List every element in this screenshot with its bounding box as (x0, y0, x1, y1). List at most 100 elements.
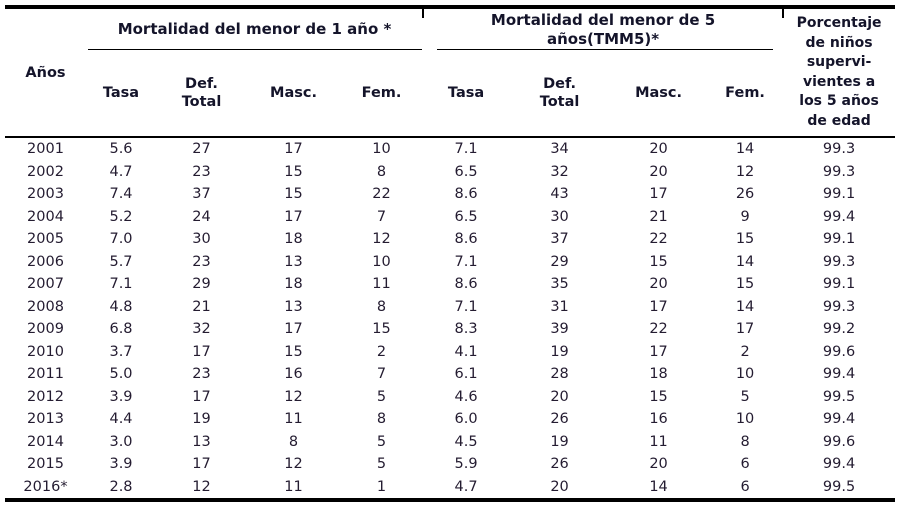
value-cell: 15 (735, 231, 755, 247)
value-cell: 10 (372, 141, 391, 157)
value-cell: 17 (192, 388, 211, 405)
value-cell: 34 (550, 141, 569, 157)
value-cell: 17 (284, 141, 303, 157)
value-cell: 4.6 (454, 388, 478, 405)
value-cell: 15 (284, 163, 303, 180)
mortality-table: Años Mortalidad del menor de 1 año * Mor… (5, 5, 896, 502)
year-cell: 2012 (27, 388, 64, 405)
value-cell: 3.9 (109, 388, 133, 405)
table-row: 2013 4.4 19 11 8 6.0 26 16 10 99.4 (5, 408, 895, 431)
value-cell: 4.4 (109, 411, 133, 427)
year-cell: 2011 (27, 366, 64, 382)
value-cell: 15 (649, 388, 668, 405)
value-cell: 17 (284, 208, 303, 225)
value-cell: 6.5 (454, 208, 478, 225)
value-cell: 10 (372, 253, 391, 270)
survivors-percentage-column-header: Porcentaje de niños supervi- vientes a l… (782, 7, 896, 138)
value-cell: 99.5 (822, 478, 856, 495)
value-cell: 15 (649, 253, 668, 270)
table-row: 2008 4.8 21 13 8 7.1 31 17 14 99.3 (5, 296, 895, 319)
value-cell: 26 (550, 456, 569, 472)
value-cell: 6.1 (454, 366, 478, 382)
value-cell: 37 (550, 231, 569, 247)
value-cell: 8 (376, 411, 387, 427)
value-cell: 14 (735, 298, 755, 315)
value-cell: 99.5 (822, 388, 856, 405)
year-cell: 2013 (27, 411, 64, 427)
value-cell: 2.8 (109, 478, 133, 495)
value-cell: 15 (284, 186, 303, 202)
year-cell: 2002 (27, 163, 64, 180)
value-cell: 43 (550, 186, 569, 202)
value-cell: 30 (550, 208, 569, 225)
year-cell: 2009 (27, 321, 64, 337)
value-cell: 19 (550, 433, 569, 450)
year-cell: 2015 (27, 456, 64, 472)
value-cell: 6 (740, 456, 750, 472)
value-cell: 16 (649, 411, 668, 427)
table-row: 2002 4.7 23 15 8 6.5 32 20 12 99.3 (5, 161, 895, 184)
year-cell: 2016* (23, 478, 68, 495)
value-cell: 7.0 (109, 231, 133, 247)
value-cell: 8 (288, 433, 299, 450)
value-cell: 23 (192, 366, 211, 382)
table-header: Años Mortalidad del menor de 1 año * Mor… (5, 7, 896, 138)
value-cell: 26 (735, 186, 755, 202)
value-cell: 4.5 (454, 433, 478, 450)
value-cell: 8 (376, 163, 387, 180)
value-cell: 12 (284, 388, 303, 405)
value-cell: 99.4 (822, 208, 856, 225)
table-row: 2011 5.0 23 16 7 6.1 28 18 10 99.4 (5, 363, 895, 386)
value-cell: 21 (649, 208, 668, 225)
years-column-header: Años (5, 7, 86, 138)
value-cell: 5 (376, 433, 387, 450)
value-cell: 4.1 (454, 343, 478, 360)
value-cell: 99.3 (822, 163, 856, 180)
value-cell: 12 (284, 456, 303, 472)
value-cell: 14 (649, 478, 668, 495)
value-cell: 5.0 (109, 366, 133, 382)
value-cell: 99.1 (822, 186, 856, 202)
value-cell: 18 (284, 276, 303, 292)
year-cell: 2007 (27, 276, 64, 292)
value-cell: 7 (376, 208, 387, 225)
year-cell: 2003 (27, 186, 64, 202)
table-row: 2015 3.9 17 12 5 5.9 26 20 6 99.4 (5, 453, 895, 476)
value-cell: 8.3 (454, 321, 478, 337)
group-header-under-5-years: Mortalidad del menor de 5 años(TMM5)* (422, 7, 783, 50)
value-cell: 14 (735, 141, 755, 157)
value-cell: 99.1 (822, 276, 856, 292)
table-row: 2004 5.2 24 17 7 6.5 30 21 9 99.4 (5, 206, 895, 229)
group-header-under-1-year: Mortalidad del menor de 1 año * (86, 7, 423, 50)
value-cell: 6.8 (109, 321, 133, 337)
value-cell: 6 (740, 478, 750, 495)
value-cell: 4.8 (109, 298, 133, 315)
value-cell: 17 (649, 343, 668, 360)
mortality-table-body: 2001 5.6 27 17 10 7.1 34 20 14 99.3 2002 4.7 23 15 8 6.… (5, 137, 895, 500)
value-cell: 12 (192, 478, 211, 495)
value-cell: 6.0 (454, 411, 478, 427)
value-cell: 31 (550, 298, 569, 315)
value-cell: 17 (649, 298, 668, 315)
value-cell: 26 (550, 411, 569, 427)
value-cell: 99.4 (822, 456, 856, 472)
value-cell: 29 (192, 276, 211, 292)
value-cell: 17 (192, 456, 211, 472)
value-cell: 6.5 (454, 163, 478, 180)
value-cell: 17 (192, 343, 211, 360)
value-cell: 5.6 (109, 141, 133, 157)
value-cell: 12 (735, 163, 755, 180)
value-cell: 20 (649, 276, 668, 292)
value-cell: 7 (376, 366, 387, 382)
value-cell: 32 (550, 163, 569, 180)
value-cell: 5 (376, 388, 387, 405)
value-cell: 99.3 (822, 141, 856, 157)
value-cell: 10 (735, 366, 755, 382)
value-cell: 99.4 (822, 366, 856, 382)
value-cell: 13 (284, 253, 303, 270)
value-cell: 23 (192, 163, 211, 180)
value-cell: 2 (376, 343, 387, 360)
value-cell: 37 (192, 186, 211, 202)
value-cell: 19 (550, 343, 569, 360)
value-cell: 5 (376, 456, 387, 472)
